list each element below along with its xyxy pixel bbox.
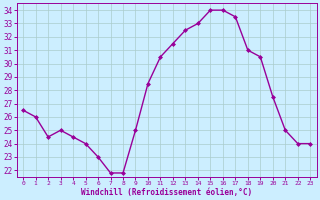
X-axis label: Windchill (Refroidissement éolien,°C): Windchill (Refroidissement éolien,°C) xyxy=(81,188,252,197)
